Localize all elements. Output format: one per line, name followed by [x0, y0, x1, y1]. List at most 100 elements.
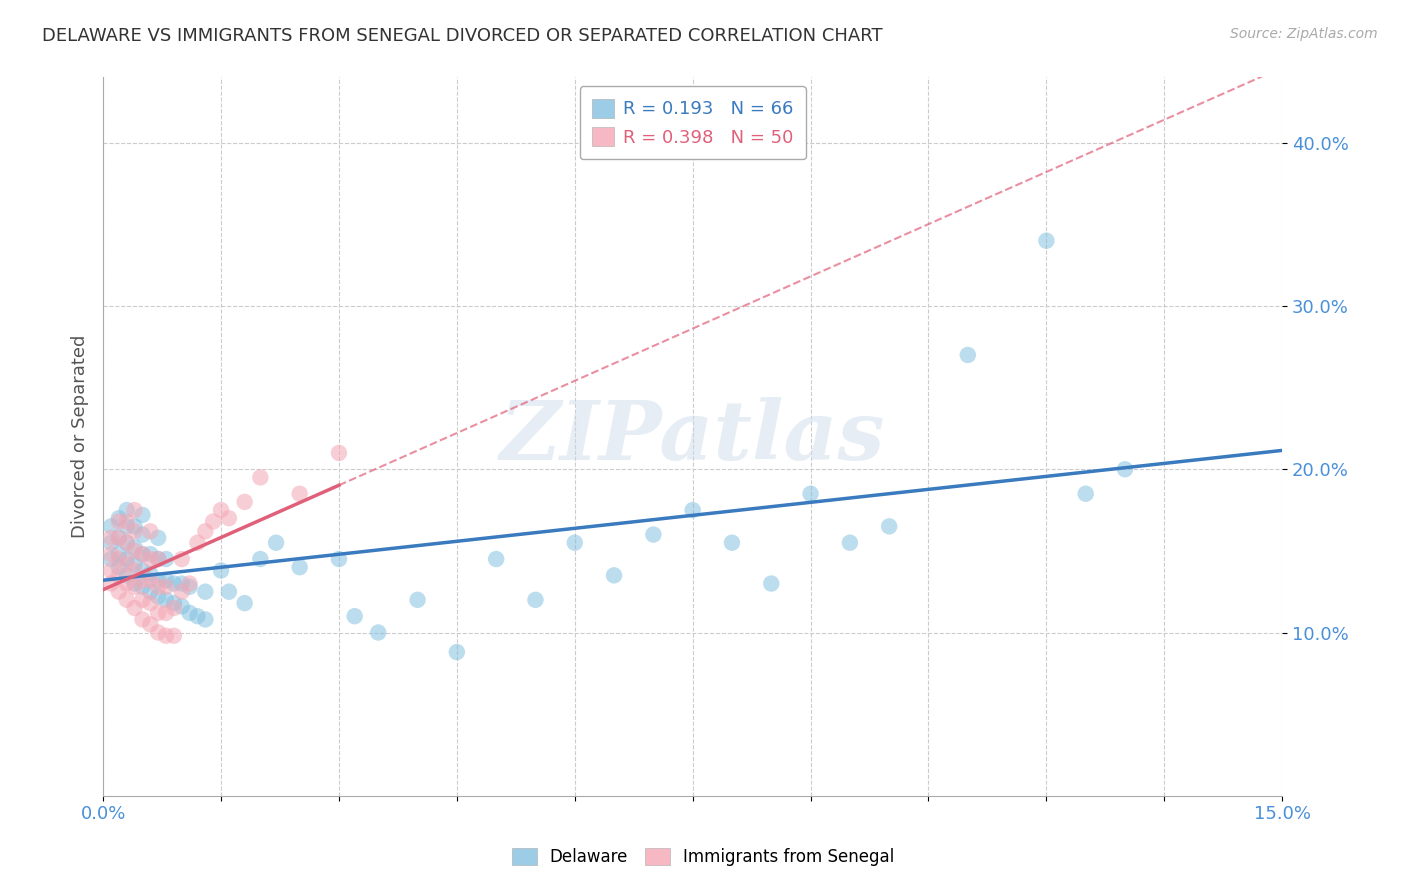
Point [139, 574, 162, 588]
Point [100, 547, 122, 561]
Point [170, 599, 193, 614]
Point [108, 511, 131, 525]
Point [170, 552, 193, 566]
Point [115, 552, 138, 566]
Point [108, 547, 131, 561]
Point [186, 609, 208, 624]
Point [146, 580, 169, 594]
Point [100, 552, 122, 566]
Point [328, 552, 350, 566]
Point [124, 557, 146, 571]
Point [179, 606, 201, 620]
Point [115, 557, 138, 571]
Point [163, 576, 186, 591]
Point [108, 531, 131, 545]
Point [406, 592, 429, 607]
Point [170, 584, 193, 599]
Point [682, 503, 704, 517]
Point [564, 535, 586, 549]
Point [131, 508, 153, 522]
Point [446, 645, 468, 659]
Point [233, 495, 256, 509]
Point [194, 524, 217, 539]
Point [186, 535, 208, 549]
Point [155, 580, 177, 594]
Point [202, 515, 225, 529]
Point [108, 560, 131, 574]
Text: DELAWARE VS IMMIGRANTS FROM SENEGAL DIVORCED OR SEPARATED CORRELATION CHART: DELAWARE VS IMMIGRANTS FROM SENEGAL DIVO… [42, 27, 883, 45]
Point [124, 576, 146, 591]
Point [131, 547, 153, 561]
Y-axis label: Divorced or Separated: Divorced or Separated [72, 334, 89, 538]
Point [155, 574, 177, 588]
Text: ZIPatlas: ZIPatlas [501, 397, 886, 476]
Point [264, 535, 287, 549]
Point [146, 552, 169, 566]
Point [249, 552, 271, 566]
Point [218, 511, 240, 525]
Point [233, 596, 256, 610]
Point [194, 612, 217, 626]
Point [115, 535, 138, 549]
Point [155, 592, 177, 607]
Point [131, 574, 153, 588]
Point [170, 576, 193, 591]
Point [100, 576, 122, 591]
Point [139, 617, 162, 632]
Point [131, 612, 153, 626]
Point [179, 580, 201, 594]
Point [643, 527, 665, 541]
Point [124, 564, 146, 578]
Point [131, 564, 153, 578]
Point [115, 503, 138, 517]
Point [108, 531, 131, 545]
Point [131, 592, 153, 607]
Point [139, 584, 162, 599]
Point [124, 544, 146, 558]
Point [288, 560, 311, 574]
Point [163, 596, 186, 610]
Point [108, 568, 131, 582]
Point [328, 446, 350, 460]
Point [146, 606, 169, 620]
Point [139, 547, 162, 561]
Point [146, 531, 169, 545]
Point [1114, 462, 1136, 476]
Point [343, 609, 366, 624]
Point [115, 568, 138, 582]
Point [100, 531, 122, 545]
Point [155, 552, 177, 566]
Point [131, 547, 153, 561]
Point [115, 592, 138, 607]
Point [100, 519, 122, 533]
Point [146, 590, 169, 604]
Point [139, 566, 162, 581]
Point [100, 564, 122, 578]
Point [124, 524, 146, 539]
Point [124, 503, 146, 517]
Text: Source: ZipAtlas.com: Source: ZipAtlas.com [1230, 27, 1378, 41]
Point [367, 625, 389, 640]
Point [1074, 487, 1097, 501]
Point [485, 552, 508, 566]
Point [139, 552, 162, 566]
Point [124, 541, 146, 555]
Point [524, 592, 547, 607]
Point [115, 576, 138, 591]
Point [155, 606, 177, 620]
Point [115, 519, 138, 533]
Point [115, 535, 138, 549]
Point [108, 515, 131, 529]
Point [131, 580, 153, 594]
Point [108, 552, 131, 566]
Point [956, 348, 979, 362]
Point [603, 568, 626, 582]
Point [800, 487, 823, 501]
Point [179, 576, 201, 591]
Legend: R = 0.193   N = 66, R = 0.398   N = 50: R = 0.193 N = 66, R = 0.398 N = 50 [579, 87, 806, 160]
Point [100, 535, 122, 549]
Point [146, 625, 169, 640]
Legend: Delaware, Immigrants from Senegal: Delaware, Immigrants from Senegal [503, 840, 903, 875]
Point [761, 576, 783, 591]
Point [124, 601, 146, 615]
